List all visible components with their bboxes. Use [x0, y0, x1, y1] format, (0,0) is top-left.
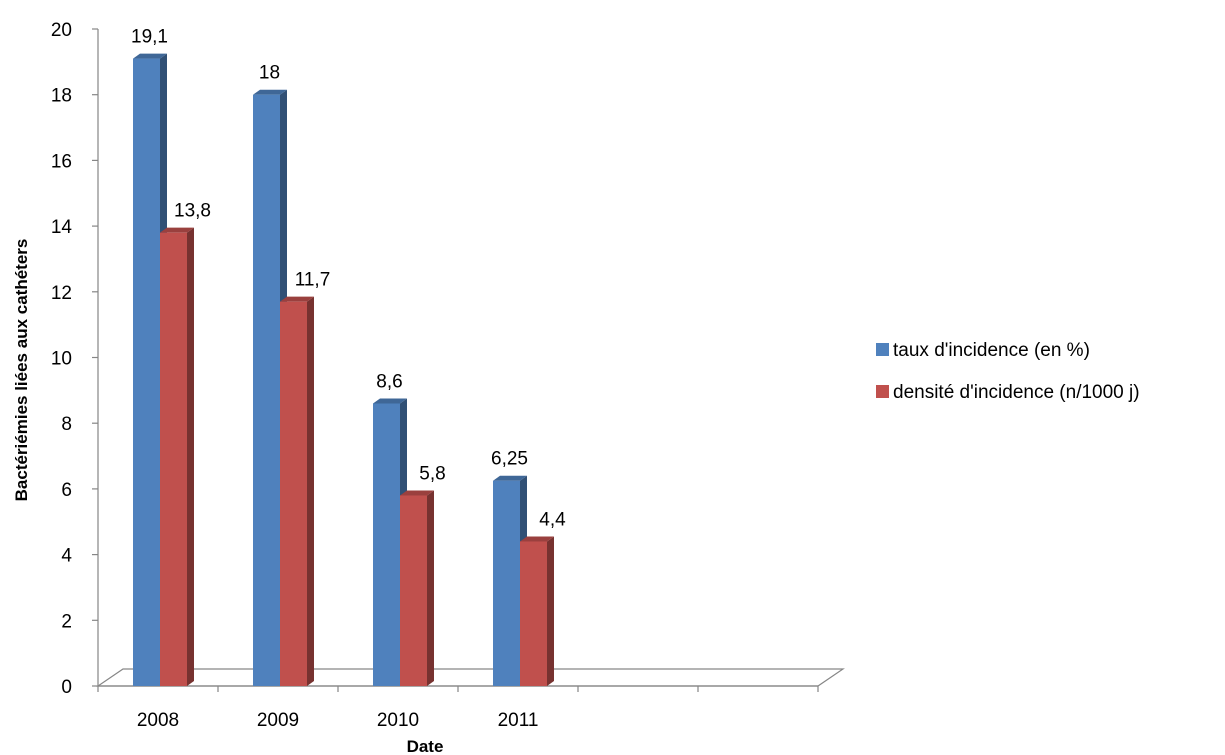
bar-front [400, 495, 427, 686]
x-tick-label: 2010 [377, 710, 419, 731]
x-tick-label: 2011 [498, 710, 539, 731]
legend-swatch [876, 343, 889, 356]
bar-front [373, 403, 400, 686]
bar-front [133, 58, 160, 686]
data-label: 13,8 [174, 201, 211, 222]
legend: taux d'incidence (en %) densité d'inciden… [876, 340, 1140, 403]
bar-front [160, 232, 187, 687]
chart-floor [96, 668, 845, 687]
data-label: 8,6 [376, 371, 402, 392]
bar-front [493, 480, 520, 686]
data-label: 6,25 [491, 449, 528, 470]
bar-top [373, 398, 407, 404]
bar-top [280, 296, 314, 302]
x-tick-label: 2009 [257, 710, 299, 731]
chart-floor-plane [96, 668, 845, 687]
y-tick-label: 12 [51, 283, 72, 304]
y-tick-label: 6 [61, 480, 72, 501]
data-label: 18 [259, 63, 280, 84]
y-tick-label: 0 [61, 677, 72, 698]
x-axis-title: Date [407, 737, 444, 755]
y-tick-label: 4 [61, 546, 72, 567]
bar-front [280, 301, 307, 686]
bar [160, 227, 194, 687]
bar-front [253, 94, 280, 686]
bar [280, 296, 314, 686]
data-labels-group: 19,1 13,8 18 11,7 8,6 5,8 6,25 4,4 [131, 27, 566, 531]
y-tick-label: 20 [51, 20, 72, 41]
axes: 0 2 4 6 8 10 12 14 16 18 20 2008 2009 2010 2011 [51, 20, 819, 731]
bar-side [307, 296, 314, 686]
y-tick-label: 14 [51, 217, 73, 238]
legend-label: taux d'incidence (en %) [893, 340, 1090, 361]
bar-side [187, 227, 194, 687]
data-label: 4,4 [539, 509, 566, 530]
legend-swatch [876, 385, 889, 398]
y-tick-label: 18 [51, 86, 72, 107]
bar-top [520, 536, 554, 542]
bar-top [133, 53, 167, 59]
bar-front [520, 541, 547, 686]
y-tick-label: 10 [51, 349, 72, 370]
data-label: 19,1 [131, 27, 168, 48]
data-label: 5,8 [419, 463, 445, 484]
y-tick-label: 16 [51, 151, 72, 172]
data-label: 11,7 [295, 270, 331, 291]
bar-top [253, 89, 287, 95]
bar-top [493, 475, 527, 481]
y-tick-label: 8 [61, 414, 72, 435]
bar-top [160, 227, 194, 233]
bar [400, 490, 434, 686]
bar [520, 536, 554, 686]
y-axis-title: Bactériémies liées aux cathéters [12, 239, 31, 502]
y-tick-label: 2 [61, 611, 72, 632]
bars-group [133, 53, 554, 687]
bar-top [400, 490, 434, 496]
bar-side [427, 490, 434, 686]
bar-side [547, 536, 554, 686]
legend-label: densité d'incidence (n/1000 j) [893, 382, 1140, 403]
x-tick-label: 2008 [137, 710, 179, 731]
